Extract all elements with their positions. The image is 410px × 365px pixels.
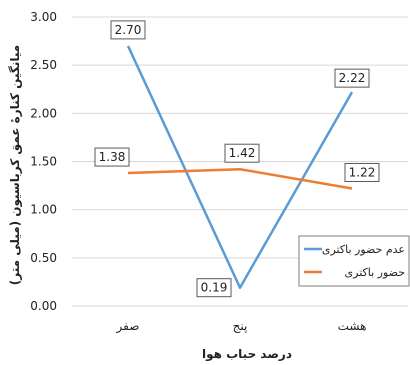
data-label-box: [94, 147, 130, 167]
y-tick-label: 0.50: [30, 251, 57, 265]
legend-label: عدم حضور باکتری: [322, 243, 405, 256]
legend: عدم حضور باکتری حضور باکتری: [298, 235, 410, 287]
data-label-text: 1.38: [99, 150, 126, 164]
x-tick-label: پنج: [233, 319, 248, 333]
data-label: 1.38: [94, 147, 130, 167]
y-tick-label: 1.50: [30, 155, 57, 169]
data-label-box: [334, 68, 370, 88]
x-axis-ticks: صفر پنج هشت: [116, 319, 367, 334]
data-label-text: 2.22: [339, 71, 366, 85]
data-label-box: [110, 20, 146, 40]
y-tick-label: 0.00: [30, 299, 57, 313]
legend-box: [298, 235, 410, 287]
y-tick-label: 1.00: [30, 203, 57, 217]
series-lines: [126, 45, 354, 289]
data-label-box: [224, 143, 260, 163]
data-label-box: [196, 278, 232, 298]
data-label-text: 0.19: [201, 281, 228, 295]
data-label-text: 1.22: [349, 165, 376, 179]
x-tick-label: هشت: [338, 319, 367, 333]
x-tick-label: صفر: [116, 319, 140, 334]
data-label: 2.22: [334, 68, 370, 88]
x-axis-title: درصد حباب هوا: [202, 347, 292, 362]
y-axis-title: میانگین کنارۀ عمق کرباسیون (میلی متر): [8, 45, 23, 285]
data-label: 1.22: [344, 162, 380, 182]
data-label-text: 2.70: [115, 23, 142, 37]
series-line-1: [127, 167, 353, 190]
y-tick-label: 2.50: [30, 58, 57, 72]
y-tick-label: 3.00: [30, 10, 57, 24]
data-label: 2.70: [110, 20, 146, 40]
data-label-box: [344, 162, 380, 182]
data-label: 1.42: [224, 143, 260, 163]
data-label: 0.19: [196, 278, 232, 298]
data-labels: 2.70 0.19 2.22 1.38 1.42 1.22: [94, 20, 380, 298]
data-label-text: 1.42: [229, 146, 256, 160]
series-line-0: [126, 45, 354, 289]
y-tick-label: 2.00: [30, 106, 57, 120]
y-axis-ticks: 0.00 0.50 1.00 1.50 2.00 2.50 3.00: [30, 10, 57, 313]
legend-label: حضور باکتری: [345, 266, 405, 279]
